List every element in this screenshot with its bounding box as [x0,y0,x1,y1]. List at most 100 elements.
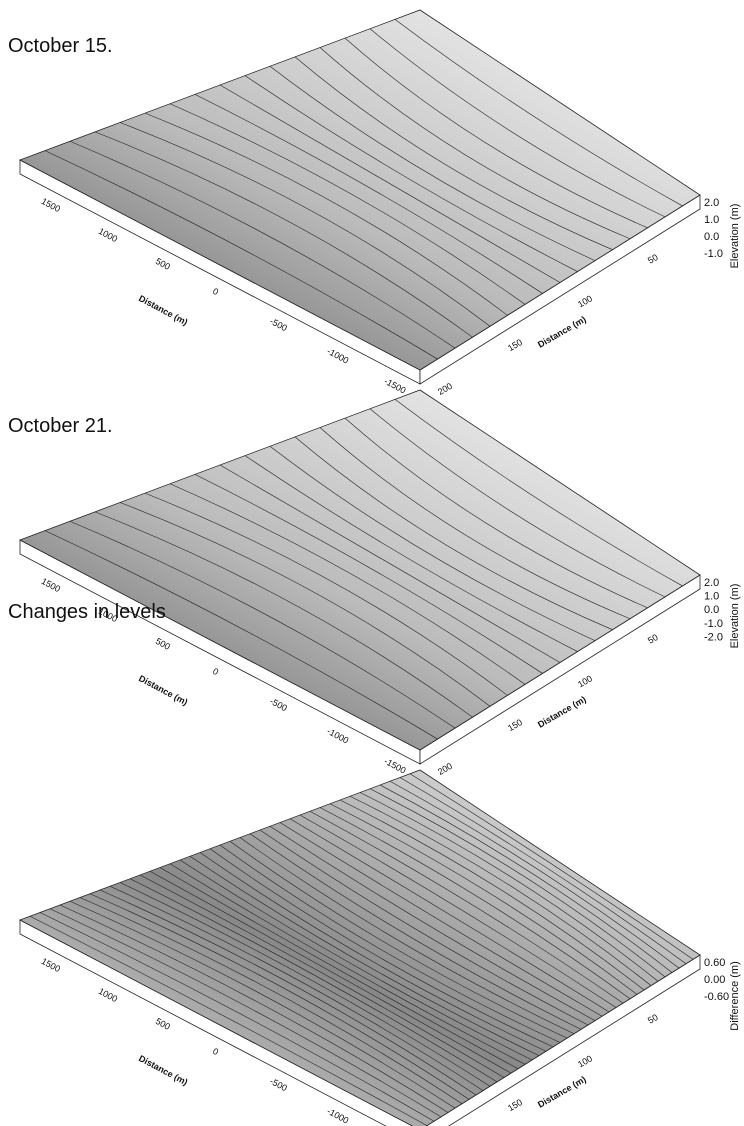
x-tick-label: 500 [154,1016,172,1032]
contour [344,37,648,229]
contour [339,799,645,991]
x-tick-label: 1500 [40,196,62,214]
y-axis-label: Distance (m) [536,694,588,730]
panel-title: October 15. [8,35,113,57]
x-tick-label: -1000 [325,1106,350,1126]
contour [119,502,491,707]
x-tick-label: -500 [268,316,289,333]
x-tick-label: -500 [268,696,289,713]
contour [94,511,473,718]
contour [29,915,428,1126]
surface [19,769,701,1126]
x-tick-label: 0 [211,666,220,677]
z-tick-label: 1.0 [704,591,719,603]
z-tick-label: 0.0 [704,604,719,616]
z-axis-label: Elevation (m) [729,584,741,649]
contour [269,66,596,261]
y-tick-label: 50 [646,1012,660,1026]
contour [194,474,543,674]
contour [59,904,449,1113]
contour [39,912,435,1122]
surface [19,389,701,751]
contour [94,131,473,338]
contour [309,810,624,1004]
contour [219,84,561,283]
contour [394,399,683,587]
contour [319,427,631,620]
contour [319,47,631,240]
contour [89,893,470,1100]
contour [44,150,438,360]
panel-title: Changes in levels [8,601,166,623]
contour [159,867,519,1070]
contour [99,889,477,1096]
contour [259,829,589,1026]
z-tick-label: -1.0 [704,248,723,260]
contour [294,436,613,630]
x-tick-label: -1500 [382,376,407,396]
y-tick-label: 200 [436,761,454,777]
contour [244,75,578,272]
contour [69,140,456,349]
y-tick-label: 150 [506,717,524,733]
y-tick-label: 200 [436,381,454,397]
x-tick-label: 1500 [40,956,62,974]
x-tick-label: 1000 [97,226,119,244]
contour [269,446,596,641]
x-tick-label: 500 [154,636,172,652]
z-tick-label: -1.0 [704,618,723,630]
x-tick-label: 500 [154,256,172,272]
z-tick-label: -2.0 [704,631,723,643]
contour [144,492,508,696]
contour [299,814,617,1008]
y-tick-label: 150 [506,1097,524,1113]
panel: October 15. 1500 1000 500 0 -500 -1000 -1500 Dis… [8,9,741,397]
contour [119,122,491,327]
contour [369,28,666,218]
contour [129,878,498,1083]
y-tick-label: 150 [506,337,524,353]
contour [344,417,648,609]
z-tick-label: 2.0 [704,197,719,209]
contour [379,784,673,973]
z-tick-label: 1.0 [704,214,719,226]
contour [169,863,526,1065]
contour [69,900,456,1109]
x-axis-label: Distance (m) [137,673,189,707]
contour [139,874,505,1078]
z-tick-label: 0.0 [704,231,719,243]
contour [169,103,526,305]
contour [289,818,610,1013]
contour [279,822,603,1017]
contour [369,408,666,598]
contour [269,825,596,1021]
y-tick-label: 100 [576,673,594,689]
y-tick-label: 50 [646,252,660,266]
surface [19,9,701,371]
contour [109,885,484,1091]
contour [244,455,578,652]
contour [294,56,613,250]
contour [399,777,687,964]
contour [119,882,491,1087]
contour [319,807,631,999]
x-tick-label: 1000 [97,986,119,1004]
contour [194,94,543,294]
contour [169,483,526,685]
contour [149,870,512,1074]
contour [249,833,582,1030]
panel-title: October 21. [8,415,113,437]
contour [69,520,456,729]
contour [394,19,683,207]
contour [144,112,508,316]
contour [219,464,561,663]
contour [239,837,575,1035]
contour [44,530,438,740]
y-tick-label: 100 [576,293,594,309]
y-tick-label: 50 [646,632,660,646]
x-tick-label: 1500 [40,576,62,594]
contour [369,788,666,978]
contour [349,795,652,986]
z-axis-label: Difference (m) [729,961,741,1030]
